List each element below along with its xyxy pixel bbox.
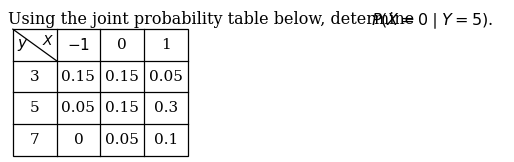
- Text: 0: 0: [74, 133, 83, 147]
- Text: $-1$: $-1$: [67, 37, 90, 53]
- Text: 0: 0: [117, 38, 127, 52]
- Text: 0.15: 0.15: [62, 69, 95, 84]
- Text: $X$: $X$: [42, 34, 54, 48]
- Text: 5: 5: [30, 101, 40, 115]
- Text: $y$: $y$: [17, 37, 29, 53]
- Text: 1: 1: [161, 38, 171, 52]
- Text: 7: 7: [30, 133, 40, 147]
- Text: 0.1: 0.1: [154, 133, 178, 147]
- Text: 3: 3: [30, 69, 40, 84]
- Text: 0.3: 0.3: [154, 101, 178, 115]
- Text: Using the joint probability table below, determine: Using the joint probability table below,…: [8, 11, 419, 28]
- Text: 0.15: 0.15: [105, 69, 139, 84]
- Text: 0.05: 0.05: [149, 69, 182, 84]
- Text: $P(X = 0 \mid Y = 5)$.: $P(X = 0 \mid Y = 5)$.: [371, 11, 493, 31]
- Text: 0.05: 0.05: [62, 101, 95, 115]
- Bar: [13, 29, 188, 156]
- Text: 0.15: 0.15: [105, 101, 139, 115]
- Text: 0.05: 0.05: [105, 133, 139, 147]
